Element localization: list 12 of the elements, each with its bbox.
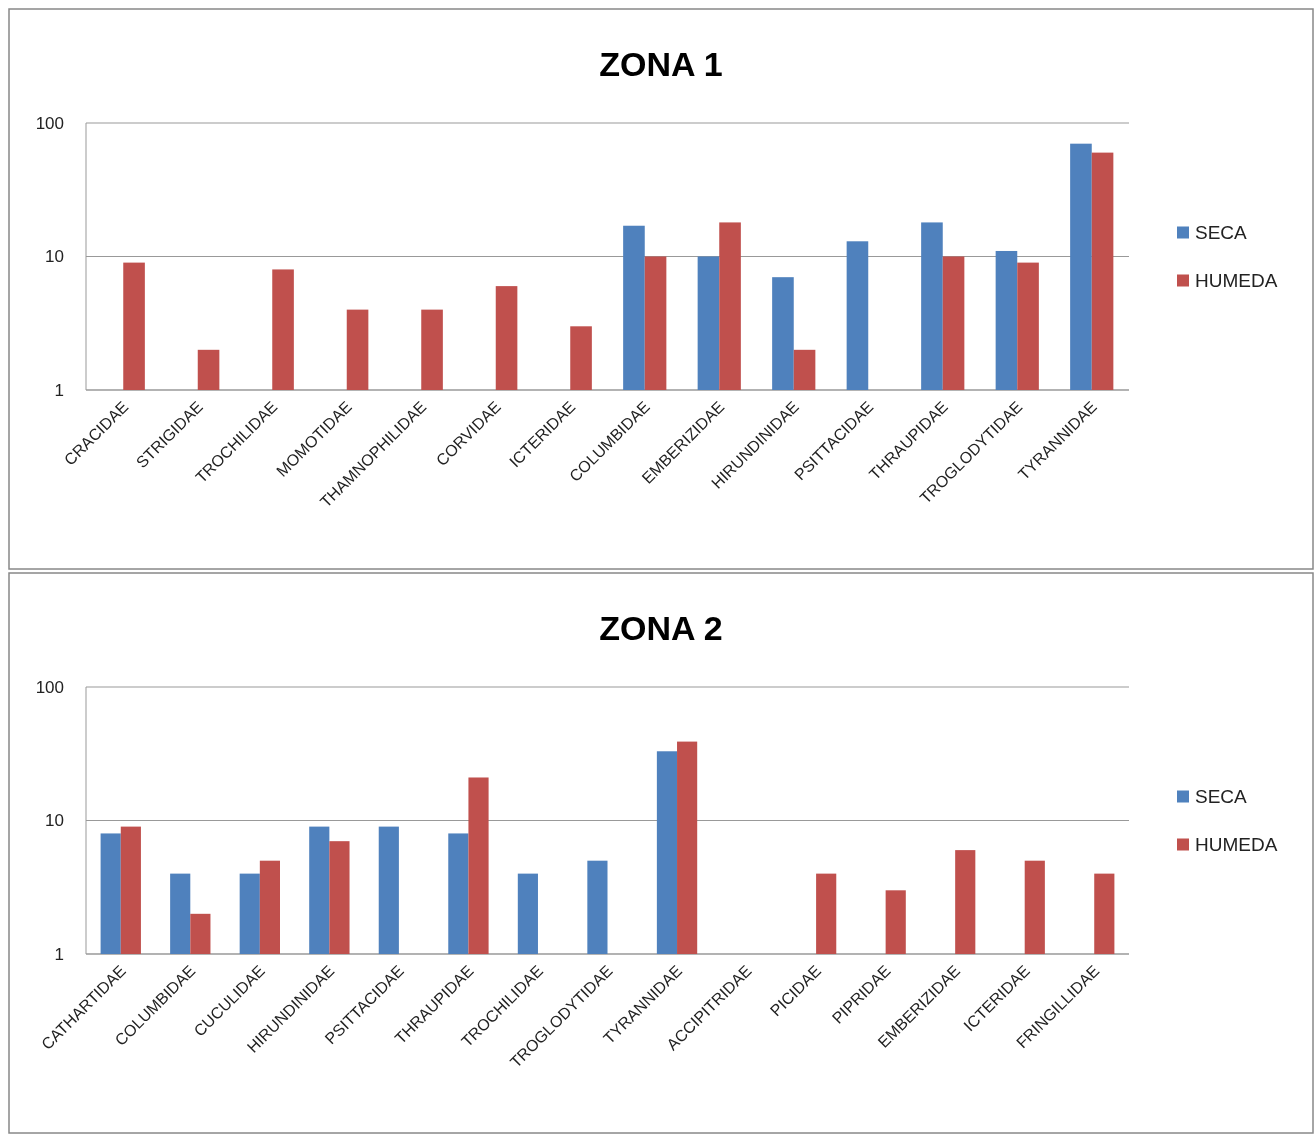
y-tick-label: 1 (54, 944, 64, 964)
legend-label: SECA (1195, 222, 1248, 244)
y-tick-label: 10 (45, 811, 64, 831)
y-tick-label: 100 (35, 677, 64, 697)
chart-title: ZONA 1 (599, 45, 723, 83)
legend-label: SECA (1195, 786, 1248, 808)
legend-label: HUMEDA (1195, 270, 1278, 292)
y-tick-label: 100 (35, 113, 64, 133)
y-tick-label: 1 (54, 380, 64, 400)
legend-label: HUMEDA (1195, 834, 1278, 856)
chart-title: ZONA 2 (599, 609, 723, 647)
y-tick-label: 10 (45, 247, 64, 267)
